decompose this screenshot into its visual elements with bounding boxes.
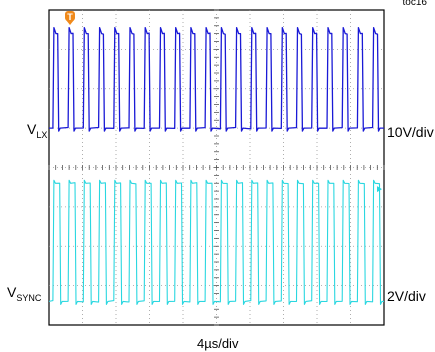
center-axis-ticks [48,9,385,326]
traces [48,26,385,305]
trigger-marker-icon [65,11,75,21]
trigger-marker-label: T [67,12,73,22]
time-scale: 4µs/div [197,336,239,351]
channel-1-label: VLX [27,121,48,140]
channel-1-label-main: V [27,121,37,137]
channel-2-label-sub: SYNC [16,293,42,303]
trace-vlx [48,26,385,132]
figure-id: toc16 [402,0,427,8]
trace-vsync [48,179,385,305]
level-marker-icon [377,186,382,193]
channel-2-scale: 2V/div [387,288,426,304]
channel-1-scale: 10V/div [387,124,434,140]
channel-2-label-main: V [7,284,17,300]
markers: T [65,11,382,193]
trigger-pointer-icon [66,20,74,25]
channel-1-label-sub: LX [36,130,48,140]
channel-2-label: VSYNC [7,284,42,303]
